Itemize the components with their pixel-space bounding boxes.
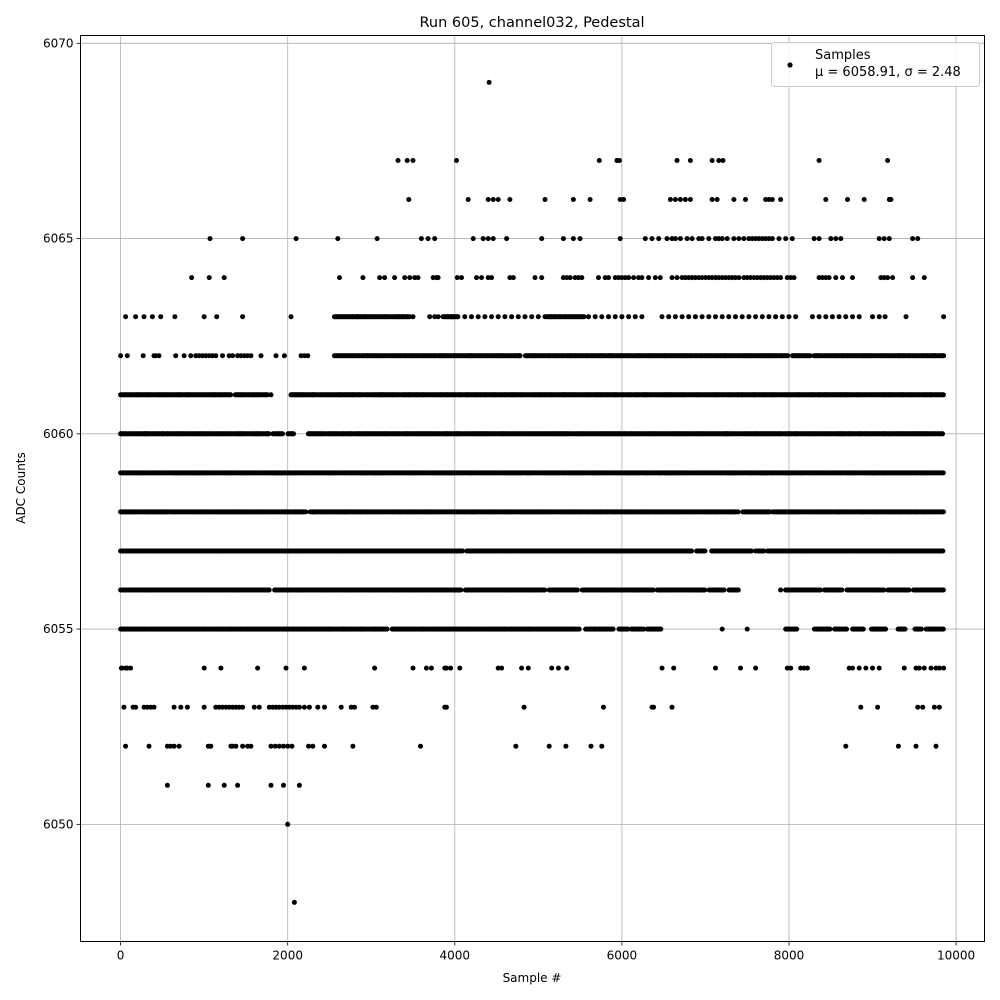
- data-point: [883, 626, 889, 632]
- data-point: [574, 587, 580, 593]
- data-point: [702, 587, 708, 593]
- data-point: [940, 548, 946, 554]
- data-point: [906, 587, 912, 593]
- data-point: [576, 626, 582, 632]
- data-point: [940, 587, 946, 593]
- data-point: [817, 587, 823, 593]
- data-point: [794, 626, 800, 632]
- data-point: [650, 587, 656, 593]
- data-point: [860, 626, 866, 632]
- data-points: [118, 79, 947, 905]
- data-point: [940, 509, 946, 515]
- data-point: [266, 587, 272, 593]
- data-point: [658, 626, 664, 632]
- data-point: [940, 626, 946, 632]
- data-point: [641, 626, 647, 632]
- data-point: [839, 587, 845, 593]
- data-point: [610, 626, 616, 632]
- data-point: [902, 626, 908, 632]
- data-point: [458, 587, 464, 593]
- data-point: [303, 509, 309, 515]
- data-point: [721, 587, 727, 593]
- data-point: [280, 431, 285, 437]
- data-point: [918, 626, 924, 632]
- data-point: [940, 431, 945, 437]
- data-point: [844, 626, 850, 632]
- data-point: [881, 587, 887, 593]
- data-point: [735, 509, 741, 515]
- data-point: [384, 626, 390, 632]
- data-point: [542, 587, 548, 593]
- data-point: [735, 587, 741, 593]
- data-point: [940, 470, 946, 476]
- data-point: [460, 548, 465, 554]
- data-point: [228, 392, 234, 398]
- data-point: [702, 548, 708, 554]
